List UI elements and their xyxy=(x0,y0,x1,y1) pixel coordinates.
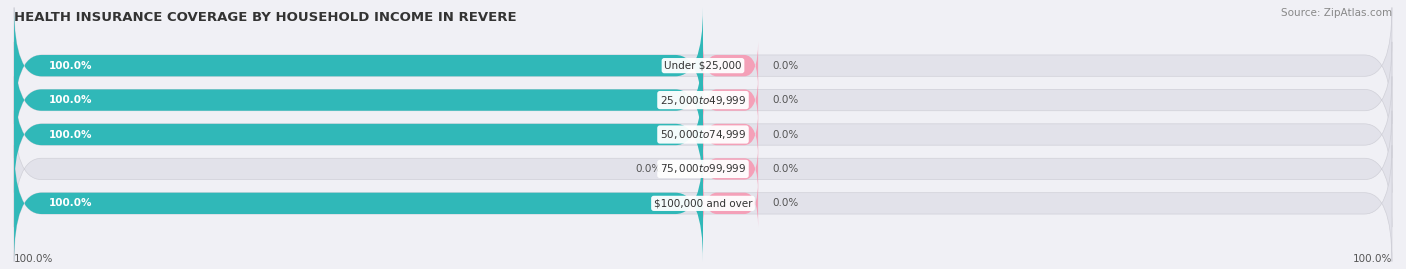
Text: Under $25,000: Under $25,000 xyxy=(664,61,742,71)
Text: 0.0%: 0.0% xyxy=(772,61,799,71)
Text: $25,000 to $49,999: $25,000 to $49,999 xyxy=(659,94,747,107)
FancyBboxPatch shape xyxy=(14,145,703,261)
FancyBboxPatch shape xyxy=(14,8,1392,124)
Text: 100.0%: 100.0% xyxy=(48,61,91,71)
Text: 100.0%: 100.0% xyxy=(14,254,53,264)
Text: 100.0%: 100.0% xyxy=(48,129,91,140)
Text: $50,000 to $74,999: $50,000 to $74,999 xyxy=(659,128,747,141)
Text: 0.0%: 0.0% xyxy=(636,164,662,174)
Text: 100.0%: 100.0% xyxy=(1353,254,1392,264)
FancyBboxPatch shape xyxy=(703,145,758,193)
Text: $100,000 and over: $100,000 and over xyxy=(654,198,752,208)
Text: Source: ZipAtlas.com: Source: ZipAtlas.com xyxy=(1281,8,1392,18)
FancyBboxPatch shape xyxy=(14,42,1392,158)
Text: 100.0%: 100.0% xyxy=(48,198,91,208)
FancyBboxPatch shape xyxy=(14,76,703,193)
FancyBboxPatch shape xyxy=(14,111,1392,227)
FancyBboxPatch shape xyxy=(14,42,703,158)
Text: 0.0%: 0.0% xyxy=(772,95,799,105)
Text: HEALTH INSURANCE COVERAGE BY HOUSEHOLD INCOME IN REVERE: HEALTH INSURANCE COVERAGE BY HOUSEHOLD I… xyxy=(14,11,516,24)
Text: 0.0%: 0.0% xyxy=(772,198,799,208)
Text: 0.0%: 0.0% xyxy=(772,129,799,140)
FancyBboxPatch shape xyxy=(703,180,758,227)
Text: $75,000 to $99,999: $75,000 to $99,999 xyxy=(659,162,747,175)
Text: 100.0%: 100.0% xyxy=(48,95,91,105)
FancyBboxPatch shape xyxy=(703,42,758,89)
FancyBboxPatch shape xyxy=(14,8,703,124)
FancyBboxPatch shape xyxy=(703,111,758,158)
FancyBboxPatch shape xyxy=(14,145,1392,261)
FancyBboxPatch shape xyxy=(14,76,1392,193)
FancyBboxPatch shape xyxy=(703,76,758,124)
Text: 0.0%: 0.0% xyxy=(772,164,799,174)
